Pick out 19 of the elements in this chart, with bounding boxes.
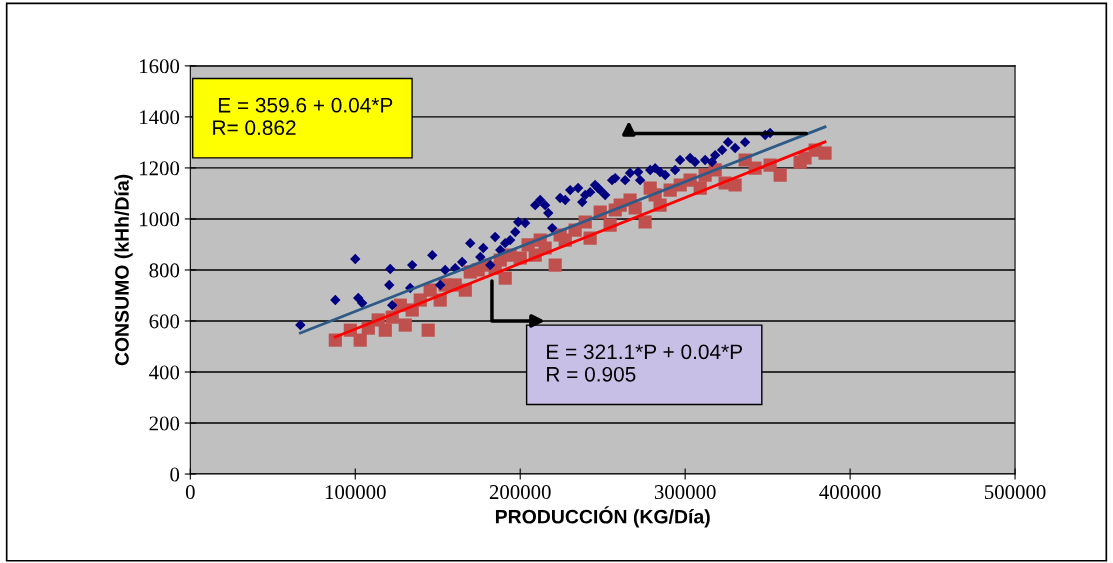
annotation: E = 321.1*P + 0.04*P R = 0.905 <box>547 344 742 382</box>
y-tick-label: 200 <box>149 416 180 431</box>
x-tick-label: 500000 <box>985 485 1046 500</box>
y-axis-title: CONSUMO (kHh/Día) <box>114 174 133 366</box>
x-axis-title: PRODUCCIÓN (KG/Día) <box>495 506 710 528</box>
x-tick-label: 200000 <box>489 485 551 500</box>
y-tick-label: 400 <box>149 365 180 380</box>
x-tick-label: 300000 <box>654 485 716 500</box>
x-tick-label: 100000 <box>325 485 386 500</box>
y-tick-label: 1000 <box>140 212 180 227</box>
y-tick-label: 600 <box>149 314 180 329</box>
y-tick-label: 1200 <box>140 161 180 176</box>
y-tick-label: 1600 <box>140 59 180 74</box>
y-tick-label: 0 <box>170 467 180 482</box>
x-tick-label: 400000 <box>819 485 881 500</box>
x-tick-label: 0 <box>185 485 195 500</box>
annotation: E = 359.6 + 0.04*P R= 0.862 <box>213 97 393 136</box>
y-tick-label: 800 <box>149 263 180 278</box>
y-tick-label: 1400 <box>140 110 180 125</box>
